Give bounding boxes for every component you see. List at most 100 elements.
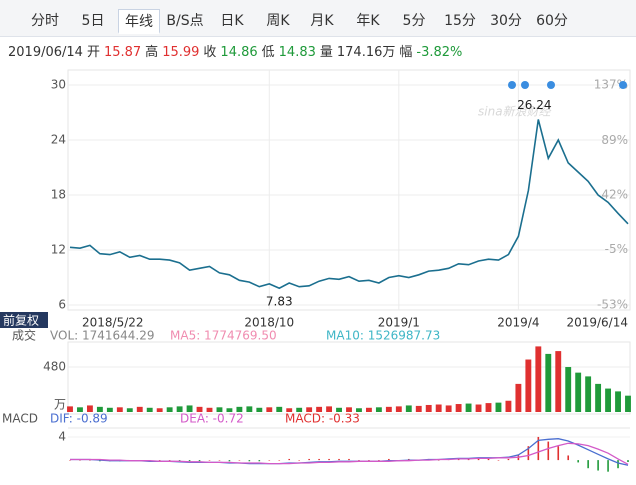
event-dot[interactable]: [619, 81, 627, 89]
vol-bar: [465, 403, 472, 412]
macd-bar: [487, 458, 490, 461]
vol-legend: MA10: 1526987.73: [326, 329, 440, 343]
vol-bar: [306, 407, 313, 412]
tab-bar: 分时 5日 年线 B/S点 日K 周K 月K 年K 5分 15分 30分 60分: [0, 0, 636, 37]
tab[interactable]: 年线: [118, 9, 160, 34]
macd-bar: [587, 460, 589, 469]
tab[interactable]: 月K: [310, 13, 334, 29]
macd-bar: [627, 460, 629, 463]
y2-tick-label: 137%: [594, 78, 628, 92]
tab[interactable]: B/S点: [166, 13, 204, 29]
macd-bar: [597, 460, 599, 471]
vol-bar: [156, 408, 163, 412]
macd-legend: DEA: -0.72: [180, 412, 244, 426]
quote-label: 幅: [399, 45, 413, 60]
y2-tick-label: 89%: [601, 133, 628, 147]
x-tick-label: 2018/10: [244, 316, 294, 330]
vol-legend: VOL: 1741644.29: [50, 329, 155, 343]
vol-bar: [605, 388, 612, 412]
event-dot[interactable]: [521, 81, 529, 89]
watermark: sina新浪财经: [478, 105, 553, 119]
tab[interactable]: 5分: [402, 13, 426, 29]
macd-title: MACD: [2, 412, 38, 426]
vol-bar: [346, 407, 352, 412]
min-label: 7.83: [266, 295, 293, 309]
vol-bar: [226, 408, 233, 412]
macd-bar: [348, 458, 350, 461]
vol-bar: [246, 406, 253, 412]
macd-bar: [288, 458, 291, 461]
quote-label: 高: [145, 45, 159, 60]
vol-bar: [565, 367, 572, 412]
macd-bar: [308, 458, 310, 461]
macd-legend: DIF: -0.89: [50, 412, 108, 426]
quote-date: 2019/06/14: [8, 45, 83, 60]
vol-bar: [326, 406, 333, 412]
vol-bar: [256, 407, 263, 412]
vol-bar: [625, 395, 631, 412]
y2-tick-label: -5%: [605, 242, 628, 256]
vol-bar: [525, 359, 532, 412]
macd-bar: [378, 460, 380, 461]
vol-bar: [535, 346, 542, 412]
vol-bar: [555, 351, 562, 412]
macd-bar: [168, 460, 171, 461]
vol-bar: [425, 404, 432, 412]
vol-bar: [126, 408, 133, 412]
vol-bar: [435, 404, 442, 412]
tab[interactable]: 周K: [266, 13, 290, 29]
tab[interactable]: 60分: [536, 13, 568, 29]
vol-unit: 万: [54, 398, 66, 412]
macd-bar: [567, 455, 570, 461]
vol-bar: [445, 405, 452, 412]
price-line: [69, 119, 629, 290]
vol-bar: [77, 407, 83, 412]
quote-value: 14.86: [220, 45, 258, 60]
vol-bar: [385, 406, 392, 412]
vol-bar: [286, 408, 293, 412]
macd-bar: [218, 460, 221, 461]
quote-label: 低: [261, 45, 275, 60]
event-dot[interactable]: [547, 81, 555, 89]
vol-bar: [356, 408, 362, 412]
macd-bar: [278, 460, 281, 461]
vol-bar: [106, 407, 113, 412]
vol-bar: [485, 403, 492, 412]
vol-legend: MA5: 1774769.50: [170, 329, 277, 343]
macd-bar: [497, 460, 500, 461]
macd-bar: [507, 458, 510, 461]
vol-bar: [495, 402, 502, 412]
macd-bar: [547, 441, 550, 461]
tab[interactable]: 年K: [356, 13, 380, 29]
vol-bar: [415, 405, 422, 412]
macd-bar: [228, 460, 231, 462]
quote-value: 14.83: [278, 45, 316, 60]
quote-value: 15.99: [162, 45, 200, 60]
macd-bar: [89, 460, 91, 461]
tab[interactable]: 15分: [444, 13, 476, 29]
tab[interactable]: 5日: [81, 13, 105, 29]
tab[interactable]: 30分: [490, 13, 522, 29]
quote-value: -3.82%: [416, 45, 463, 60]
x-tick-label: 2019/4: [497, 316, 539, 330]
event-dots[interactable]: [508, 81, 627, 89]
quote-label: 收: [203, 45, 217, 60]
vol-bar: [276, 406, 283, 412]
quote-bar: 2019/06/14 开 15.87 高 15.99 收 14.86 低 14.83 量 174.1…: [8, 41, 466, 60]
macd-bar: [208, 460, 211, 461]
macd-bar: [338, 458, 340, 461]
macd-bar: [437, 460, 440, 461]
event-dot[interactable]: [508, 81, 516, 89]
y-tick-label: 4: [58, 429, 66, 443]
y-tick-label: 12: [51, 243, 66, 257]
y-tick-label: 30: [51, 78, 66, 92]
macd-bar: [188, 460, 191, 462]
vol-bar: [336, 407, 342, 412]
tab[interactable]: 分时: [31, 13, 59, 29]
vol-bar: [575, 372, 582, 412]
vol-bar: [266, 407, 273, 412]
vol-bar: [116, 407, 123, 412]
tab[interactable]: 日K: [220, 13, 244, 29]
